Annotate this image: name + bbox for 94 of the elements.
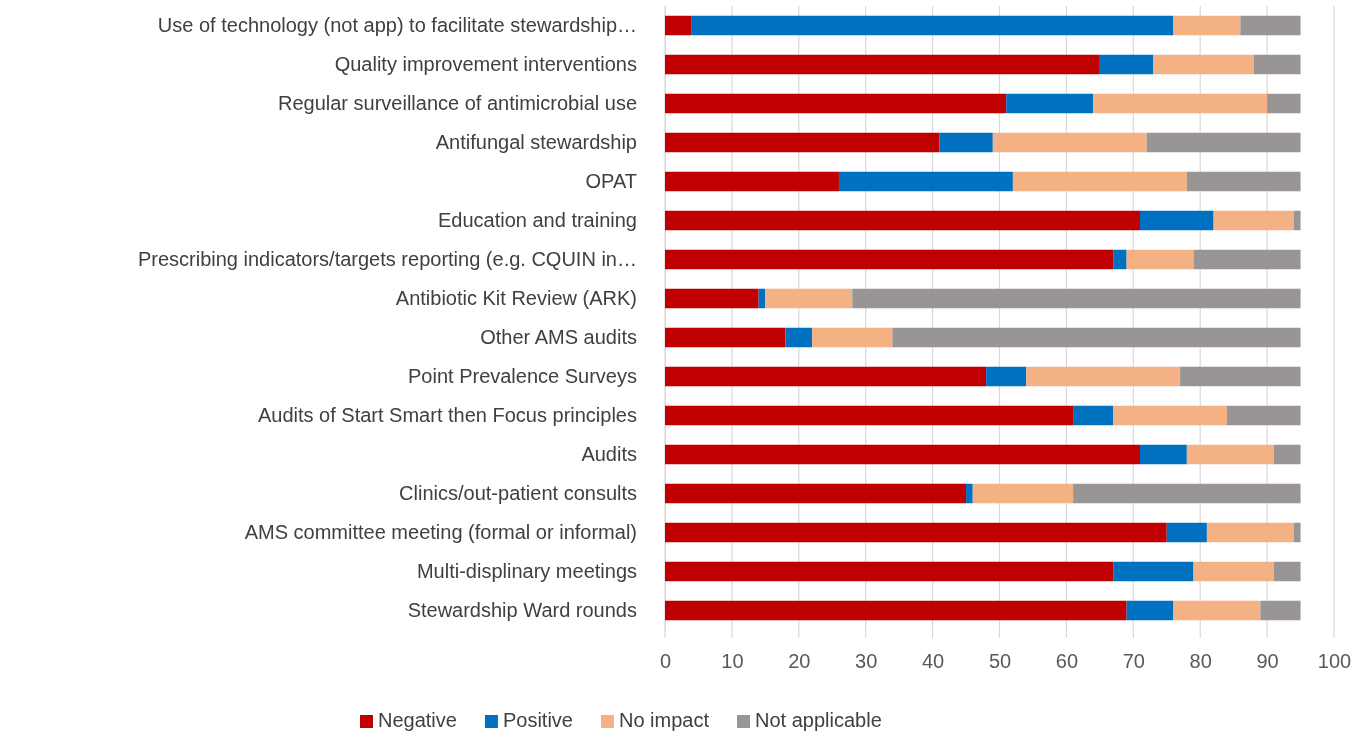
bar [966, 483, 973, 504]
bar [892, 327, 1301, 348]
bar [665, 405, 1074, 426]
bar [1126, 249, 1194, 270]
y-tick-label: Prescribing indicators/targets reporting (e.g. CQUIN in… [137, 247, 637, 270]
bar [665, 288, 759, 309]
bar [1293, 522, 1301, 543]
bar [1113, 405, 1227, 426]
y-tick-label: Audits [581, 442, 637, 465]
bar [1253, 54, 1301, 75]
bar [665, 171, 839, 192]
bar [1073, 405, 1114, 426]
bar [665, 444, 1140, 465]
bar [939, 132, 993, 153]
bar [1093, 93, 1268, 114]
bar [665, 600, 1127, 621]
x-tick-label: 30 [855, 650, 878, 673]
bar [1006, 93, 1094, 114]
y-tick-label: Clinics/out-patient consults [399, 481, 637, 504]
bar [665, 132, 940, 153]
x-tick-label: 90 [1256, 650, 1279, 673]
x-tick-label: 50 [988, 650, 1012, 673]
bar [665, 93, 1007, 114]
bar [1273, 561, 1301, 582]
bar [1193, 561, 1274, 582]
bar [1166, 522, 1207, 543]
y-tick-label: Quality improvement interventions [334, 52, 637, 75]
y-tick-label: Point Prevalence Surveys [407, 364, 637, 387]
x-tick-label: 100 [1317, 650, 1352, 673]
bar [665, 366, 987, 387]
legend-label: Negative [378, 709, 457, 731]
bar [665, 210, 1140, 231]
bar [665, 483, 967, 504]
bar [986, 366, 1027, 387]
bar [785, 327, 813, 348]
y-tick-label: Antifungal stewardship [435, 130, 637, 153]
y-tick-label: Education and training [437, 208, 637, 231]
bar [1173, 600, 1261, 621]
bar [1273, 444, 1301, 465]
bar [1113, 561, 1194, 582]
bar [1173, 15, 1241, 36]
y-tick-label: Regular surveillance of antimicrobial use [277, 91, 637, 114]
bar [1206, 522, 1294, 543]
x-tick-label: 20 [788, 650, 811, 673]
bar [1267, 93, 1301, 114]
y-tick-label: OPAT [585, 169, 637, 192]
bar [665, 15, 692, 36]
y-tick-label: Other AMS audits [480, 325, 637, 348]
bar [1260, 600, 1301, 621]
x-tick-label: 60 [1055, 650, 1079, 673]
y-tick-label: Antibiotic Kit Review (ARK) [395, 286, 637, 309]
bar [665, 561, 1114, 582]
x-tick-label: 70 [1122, 650, 1145, 673]
bar [665, 54, 1100, 75]
x-tick-label: 10 [721, 650, 744, 673]
bar [691, 15, 1174, 36]
bar [812, 327, 893, 348]
bar [665, 522, 1167, 543]
bar [1146, 132, 1301, 153]
bar [838, 171, 1013, 192]
legend-label: Not applicable [755, 709, 882, 731]
legend-label: Positive [502, 709, 573, 731]
bar [1226, 405, 1301, 426]
bar [1113, 249, 1127, 270]
bar [1126, 600, 1174, 621]
bar [1153, 54, 1254, 75]
y-tick-label: Stewardship Ward rounds [407, 598, 637, 621]
x-tick-label: 80 [1189, 650, 1212, 673]
bar [1099, 54, 1154, 75]
y-tick-label: Use of technology (not app) to facilitate stewardship… [157, 13, 637, 36]
bar [1073, 483, 1301, 504]
bar [1213, 210, 1294, 231]
bar [1139, 444, 1187, 465]
bar [1186, 171, 1301, 192]
y-tick-label: AMS committee meeting (formal or informal) [244, 520, 637, 543]
y-tick-label: Multi-displinary meetings [416, 559, 637, 582]
legend-label: No impact [618, 709, 710, 731]
bar [1240, 15, 1301, 36]
bar [665, 327, 786, 348]
bar [1139, 210, 1214, 231]
bar [665, 249, 1114, 270]
bar [1186, 444, 1274, 465]
x-tick-label: 40 [921, 650, 945, 673]
bar [1012, 171, 1187, 192]
bar [1193, 249, 1301, 270]
bar [852, 288, 1301, 309]
x-tick-label: 0 [659, 650, 672, 673]
y-tick-label: Audits of Start Smart then Focus principles [257, 403, 637, 426]
bar [1026, 366, 1181, 387]
bar [992, 132, 1147, 153]
bar [765, 288, 853, 309]
bar [972, 483, 1074, 504]
bar [1180, 366, 1301, 387]
bar [1293, 210, 1301, 231]
